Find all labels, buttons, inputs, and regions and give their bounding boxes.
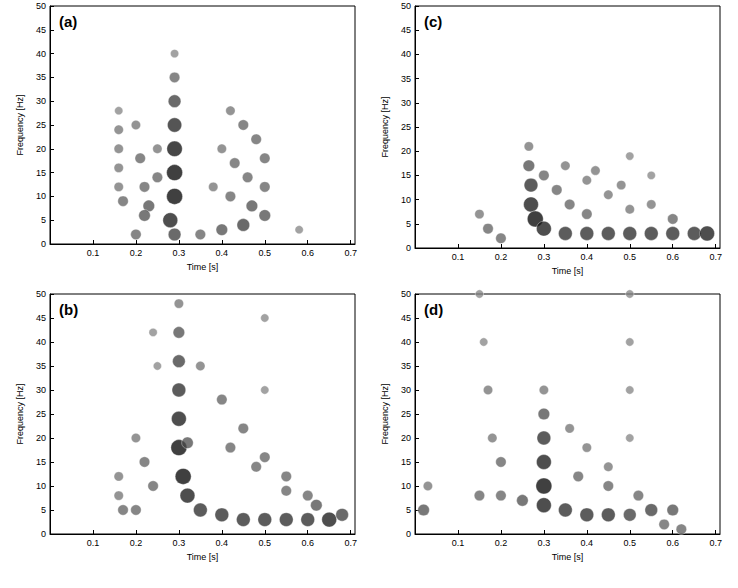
svg-text:50: 50 bbox=[401, 1, 411, 11]
svg-text:35: 35 bbox=[36, 72, 46, 82]
svg-text:30: 30 bbox=[36, 385, 46, 395]
svg-text:0.4: 0.4 bbox=[216, 248, 229, 258]
svg-text:0.7: 0.7 bbox=[344, 538, 357, 548]
svg-text:20: 20 bbox=[401, 433, 411, 443]
svg-text:25: 25 bbox=[401, 409, 411, 419]
svg-text:0.2: 0.2 bbox=[495, 252, 508, 262]
svg-text:0.7: 0.7 bbox=[709, 538, 722, 548]
svg-text:Frequency [Hz]: Frequency [Hz] bbox=[15, 94, 25, 155]
svg-text:45: 45 bbox=[36, 313, 46, 323]
svg-text:45: 45 bbox=[401, 313, 411, 323]
svg-text:0.6: 0.6 bbox=[666, 252, 679, 262]
svg-text:0.5: 0.5 bbox=[259, 538, 272, 548]
svg-text:40: 40 bbox=[36, 49, 46, 59]
svg-text:0.1: 0.1 bbox=[87, 538, 100, 548]
svg-text:5: 5 bbox=[41, 215, 46, 225]
svg-text:(c): (c) bbox=[424, 13, 442, 30]
svg-text:0: 0 bbox=[406, 243, 411, 253]
svg-text:0.3: 0.3 bbox=[173, 248, 186, 258]
svg-text:(d): (d) bbox=[424, 301, 443, 318]
svg-text:0.1: 0.1 bbox=[452, 252, 465, 262]
svg-text:0: 0 bbox=[41, 529, 46, 539]
svg-text:15: 15 bbox=[36, 168, 46, 178]
svg-text:30: 30 bbox=[401, 98, 411, 108]
svg-text:30: 30 bbox=[36, 96, 46, 106]
svg-text:5: 5 bbox=[406, 219, 411, 229]
svg-text:10: 10 bbox=[401, 195, 411, 205]
svg-text:Frequency [Hz]: Frequency [Hz] bbox=[380, 96, 390, 157]
svg-text:45: 45 bbox=[401, 25, 411, 35]
svg-text:0.3: 0.3 bbox=[173, 538, 186, 548]
svg-text:35: 35 bbox=[401, 74, 411, 84]
svg-text:0.6: 0.6 bbox=[666, 538, 679, 548]
svg-text:0.7: 0.7 bbox=[709, 252, 722, 262]
svg-text:5: 5 bbox=[41, 505, 46, 515]
svg-text:0.6: 0.6 bbox=[301, 538, 314, 548]
svg-text:20: 20 bbox=[36, 433, 46, 443]
svg-text:40: 40 bbox=[401, 337, 411, 347]
svg-text:Frequency [Hz]: Frequency [Hz] bbox=[15, 383, 25, 444]
svg-text:50: 50 bbox=[36, 289, 46, 299]
svg-text:20: 20 bbox=[401, 146, 411, 156]
svg-text:0.2: 0.2 bbox=[130, 248, 143, 258]
svg-text:0.2: 0.2 bbox=[130, 538, 143, 548]
svg-text:0: 0 bbox=[41, 239, 46, 249]
svg-text:10: 10 bbox=[401, 481, 411, 491]
svg-text:25: 25 bbox=[36, 409, 46, 419]
svg-text:Time [s]: Time [s] bbox=[552, 266, 584, 276]
svg-text:0.6: 0.6 bbox=[301, 248, 314, 258]
svg-text:25: 25 bbox=[36, 120, 46, 130]
svg-text:Time [s]: Time [s] bbox=[187, 262, 219, 272]
svg-text:0.4: 0.4 bbox=[581, 252, 594, 262]
svg-text:20: 20 bbox=[36, 144, 46, 154]
svg-text:15: 15 bbox=[36, 457, 46, 467]
svg-text:10: 10 bbox=[36, 191, 46, 201]
svg-text:5: 5 bbox=[406, 505, 411, 515]
svg-text:0.2: 0.2 bbox=[495, 538, 508, 548]
svg-text:25: 25 bbox=[401, 122, 411, 132]
svg-text:40: 40 bbox=[401, 49, 411, 59]
svg-text:40: 40 bbox=[36, 337, 46, 347]
svg-text:0.3: 0.3 bbox=[538, 252, 551, 262]
svg-text:30: 30 bbox=[401, 385, 411, 395]
svg-text:0.7: 0.7 bbox=[344, 248, 357, 258]
svg-text:0.1: 0.1 bbox=[452, 538, 465, 548]
svg-text:0.5: 0.5 bbox=[259, 248, 272, 258]
svg-text:0.5: 0.5 bbox=[624, 538, 637, 548]
svg-text:0: 0 bbox=[406, 529, 411, 539]
svg-text:0.1: 0.1 bbox=[87, 248, 100, 258]
svg-text:15: 15 bbox=[401, 457, 411, 467]
svg-text:Frequency [Hz]: Frequency [Hz] bbox=[380, 383, 390, 444]
svg-text:15: 15 bbox=[401, 170, 411, 180]
svg-text:35: 35 bbox=[401, 361, 411, 371]
svg-text:Time [s]: Time [s] bbox=[187, 552, 219, 562]
svg-text:0.5: 0.5 bbox=[624, 252, 637, 262]
svg-text:(a): (a) bbox=[59, 13, 77, 30]
svg-text:0.4: 0.4 bbox=[216, 538, 229, 548]
svg-text:0.4: 0.4 bbox=[581, 538, 594, 548]
svg-text:50: 50 bbox=[401, 289, 411, 299]
svg-text:(b): (b) bbox=[59, 301, 78, 318]
svg-text:35: 35 bbox=[36, 361, 46, 371]
svg-text:Time [s]: Time [s] bbox=[552, 552, 584, 562]
svg-text:0.3: 0.3 bbox=[538, 538, 551, 548]
svg-text:45: 45 bbox=[36, 25, 46, 35]
svg-text:50: 50 bbox=[36, 1, 46, 11]
svg-text:10: 10 bbox=[36, 481, 46, 491]
